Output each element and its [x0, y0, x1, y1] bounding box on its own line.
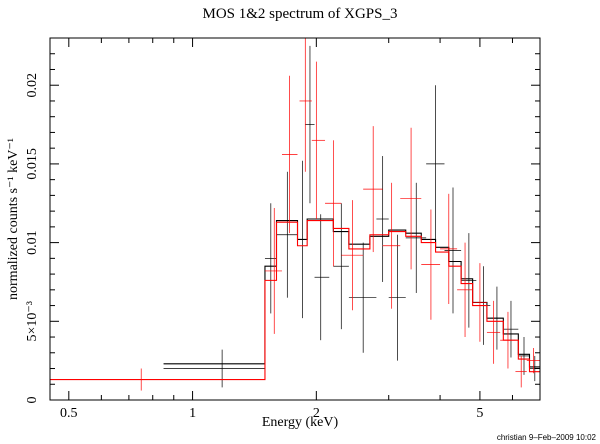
- chart-title: MOS 1&2 spectrum of XGPS_3: [202, 6, 397, 22]
- series-layer: [50, 38, 540, 391]
- x-tick-label: 1: [189, 406, 196, 421]
- y-axis: 0 5×10⁻³ 0.01 0.015 0.02: [25, 37, 540, 404]
- model-step-line: [50, 220, 540, 381]
- x-axis-label: Energy (keV): [262, 415, 339, 430]
- x-tick-label: 2: [313, 406, 320, 421]
- y-tick-label: 0: [25, 397, 40, 404]
- series-mos2: [50, 38, 540, 391]
- footer-timestamp: christian 9–Feb–2009 10:02: [497, 433, 597, 442]
- plot-frame: [49, 37, 541, 401]
- x-tick-label: 0.5: [60, 406, 78, 421]
- series-mos1: [163, 45, 540, 388]
- y-tick-label: 0.02: [25, 73, 40, 98]
- x-tick-label: 5: [476, 406, 483, 421]
- x-axis: 0.5 1 2 5: [60, 38, 541, 421]
- y-axis-label: normalized counts s⁻¹ keV⁻¹: [6, 138, 21, 300]
- y-tick-label: 0.01: [25, 230, 40, 255]
- y-tick-label: 0.015: [25, 148, 40, 180]
- model-step-line: [163, 218, 540, 368]
- y-tick-label: 5×10⁻³: [25, 301, 40, 341]
